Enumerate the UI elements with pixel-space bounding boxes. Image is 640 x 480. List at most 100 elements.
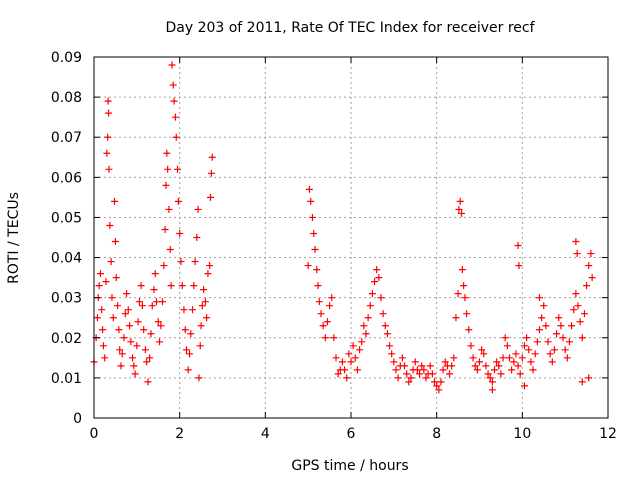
data-point-marker <box>478 346 486 354</box>
data-point-marker <box>559 334 567 342</box>
data-point-marker <box>321 334 329 342</box>
data-point-marker <box>505 354 513 362</box>
data-point-marker <box>184 366 192 374</box>
data-point-marker <box>134 318 142 326</box>
data-point-marker <box>482 362 490 370</box>
data-point-marker <box>386 342 394 350</box>
data-point-marker <box>561 346 569 354</box>
data-point-marker <box>137 282 145 290</box>
data-point-marker <box>454 290 462 298</box>
data-point-marker <box>144 378 152 386</box>
x-tick-labels: 0 2 4 6 8 10 12 <box>90 426 617 442</box>
data-point-marker <box>480 350 488 358</box>
data-point-marker <box>106 221 114 229</box>
y-tick-label: 0.04 <box>51 251 82 267</box>
data-point-marker <box>163 149 171 157</box>
data-point-marker <box>514 242 522 250</box>
data-point-marker <box>578 378 586 386</box>
data-point-marker <box>126 322 134 330</box>
data-point-marker <box>174 165 182 173</box>
data-point-marker <box>171 113 179 121</box>
data-point-marker <box>169 81 177 89</box>
data-point-marker <box>490 366 498 374</box>
data-point-marker <box>471 362 479 370</box>
data-point-marker <box>435 386 443 394</box>
y-tick-label: 0.02 <box>51 331 82 347</box>
data-point-marker <box>550 346 558 354</box>
data-point-marker <box>151 270 159 278</box>
data-point-marker <box>338 358 346 366</box>
data-point-marker <box>314 282 322 290</box>
data-point-marker <box>585 374 593 382</box>
data-point-marker <box>501 334 509 342</box>
data-point-marker <box>187 330 195 338</box>
data-point-marker <box>123 290 131 298</box>
data-point-marker <box>196 342 204 350</box>
data-point-marker <box>398 354 406 362</box>
y-tick-label: 0.09 <box>51 50 82 66</box>
data-point-marker <box>351 354 359 362</box>
data-point-marker <box>330 334 338 342</box>
data-point-marker <box>381 322 389 330</box>
data-point-marker <box>104 97 112 105</box>
data-point-marker <box>112 274 120 282</box>
data-point-marker <box>512 350 520 358</box>
data-point-marker <box>118 350 126 358</box>
data-point-marker <box>117 362 125 370</box>
y-tick-label: 0.06 <box>51 170 82 186</box>
data-point-marker <box>141 346 149 354</box>
data-point-marker <box>168 61 176 69</box>
data-point-marker <box>104 133 112 141</box>
data-point-marker <box>310 229 318 237</box>
data-point-marker <box>133 342 141 350</box>
data-point-marker <box>353 366 361 374</box>
data-point-marker <box>515 262 523 270</box>
data-point-marker <box>508 366 516 374</box>
data-point-marker <box>111 238 119 246</box>
data-point-marker <box>446 370 454 378</box>
data-point-marker <box>570 306 578 314</box>
data-point-marker <box>130 362 138 370</box>
data-point-marker <box>555 314 563 322</box>
data-point-marker <box>159 298 167 306</box>
data-point-marker <box>166 246 174 254</box>
data-point-marker <box>198 302 206 310</box>
data-point-marker <box>193 234 201 241</box>
x-tick-label: 2 <box>175 426 184 442</box>
data-point-marker <box>383 330 391 338</box>
data-point-marker <box>523 334 531 342</box>
axis-ticks <box>93 56 609 419</box>
data-point-marker <box>476 358 483 366</box>
data-point-marker <box>111 197 119 205</box>
data-point-marker <box>162 181 170 189</box>
data-point-marker <box>121 310 129 318</box>
data-point-marker <box>160 262 168 270</box>
data-point-marker <box>207 193 215 201</box>
data-point-marker <box>379 310 387 318</box>
data-point-marker <box>375 274 383 282</box>
data-point-marker <box>204 270 212 278</box>
y-tick-label: 0.08 <box>51 90 82 106</box>
x-tick-label: 6 <box>347 426 356 442</box>
data-point-marker <box>394 374 402 382</box>
y-axis-label: ROTI / TECUs <box>6 192 22 284</box>
data-point-marker <box>426 362 434 370</box>
data-point-marker <box>165 205 173 213</box>
data-point-marker <box>99 326 107 334</box>
x-tick-label: 4 <box>261 426 270 442</box>
data-point-marker <box>465 326 473 334</box>
data-point-marker <box>452 314 460 322</box>
data-point-marker <box>433 382 441 390</box>
data-point-marker <box>148 302 156 310</box>
data-point-marker <box>411 358 419 366</box>
data-point-marker <box>544 338 552 346</box>
data-point-marker <box>588 274 596 282</box>
data-point-marker <box>360 322 368 330</box>
data-point-marker <box>362 330 370 338</box>
data-point-marker <box>510 358 518 366</box>
data-point-marker <box>176 229 184 237</box>
data-point-marker <box>469 354 477 362</box>
data-point-marker <box>131 370 139 378</box>
data-point-marker <box>345 350 353 358</box>
